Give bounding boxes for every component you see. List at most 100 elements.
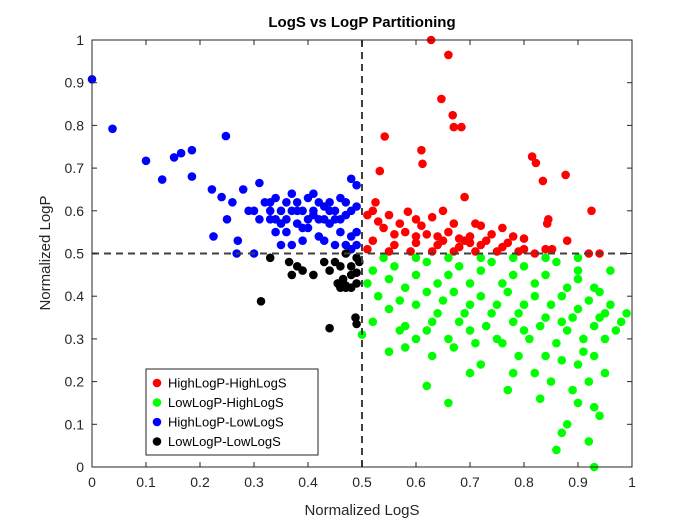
data-point [457, 122, 466, 132]
data-point [433, 279, 442, 288]
data-point [284, 257, 294, 267]
data-point [108, 124, 117, 134]
data-point [400, 321, 410, 331]
series-HighLogP-HighLogS [363, 35, 604, 258]
data-point [352, 279, 361, 288]
data-point [481, 321, 491, 331]
data-point [271, 215, 280, 224]
data-point [525, 334, 534, 344]
data-point [611, 326, 621, 335]
x-tick-label: 1 [628, 474, 636, 490]
data-point [346, 262, 356, 271]
data-point [384, 274, 394, 284]
legend-marker [152, 398, 162, 407]
data-point [265, 198, 275, 207]
data-point [562, 236, 572, 245]
data-point [411, 300, 421, 310]
data-point [589, 321, 599, 331]
data-point [363, 244, 372, 254]
data-point [589, 402, 599, 412]
data-point [368, 317, 378, 327]
data-point [352, 319, 361, 329]
data-point [228, 198, 237, 207]
y-tick-label: 0 [76, 459, 84, 475]
legend-entry: HighLogP-LowLogS [168, 415, 284, 430]
data-point [519, 300, 529, 310]
data-point [271, 227, 280, 237]
data-point [187, 172, 197, 181]
data-point [498, 338, 507, 348]
data-point [351, 313, 360, 322]
data-point [427, 212, 437, 222]
data-point [531, 158, 541, 168]
data-point [449, 287, 459, 297]
data-point [303, 223, 313, 233]
data-point [476, 221, 486, 230]
y-axis-label: Normalized LogP [37, 195, 54, 310]
data-point [417, 221, 426, 230]
data-point [498, 223, 507, 233]
data-point [454, 317, 464, 327]
data-point [444, 227, 453, 237]
data-point [514, 351, 523, 361]
data-point [465, 300, 475, 310]
data-point [341, 283, 351, 293]
data-point [487, 230, 496, 239]
data-point [476, 291, 486, 301]
data-point [487, 309, 496, 318]
data-point [562, 283, 572, 293]
data-point [546, 300, 556, 310]
data-point [584, 377, 594, 386]
data-point [325, 323, 334, 333]
data-point [557, 428, 567, 438]
data-point [380, 132, 390, 141]
data-point [411, 232, 421, 241]
x-axis-label: Normalized LogS [304, 502, 419, 519]
data-point [422, 287, 432, 297]
y-tick-label: 0.6 [65, 203, 85, 219]
data-point [444, 50, 453, 60]
data-point [400, 343, 410, 352]
data-point [444, 270, 453, 280]
legend-entry: LowLogP-HighLogS [168, 395, 284, 410]
data-point [390, 230, 399, 239]
data-point [573, 398, 583, 408]
data-point [530, 291, 540, 301]
data-point [541, 270, 550, 280]
data-point [346, 174, 356, 184]
data-point [403, 207, 413, 216]
data-point [535, 394, 545, 404]
data-point [336, 227, 345, 237]
data-point [176, 148, 186, 158]
data-point [222, 215, 232, 224]
data-point [422, 230, 432, 239]
data-point [595, 287, 604, 297]
data-point [600, 334, 610, 344]
data-point [600, 368, 610, 378]
data-point [519, 326, 529, 335]
data-point [346, 206, 356, 216]
y-tick-label: 0.4 [65, 288, 85, 304]
data-point [465, 326, 475, 335]
data-point [411, 215, 421, 224]
data-point [589, 351, 599, 361]
data-point [527, 152, 537, 161]
data-point [438, 296, 448, 305]
data-point [573, 266, 583, 275]
data-point [508, 270, 518, 280]
legend-entry: HighLogP-HighLogS [168, 376, 287, 391]
chart-title: LogS vs LogP Partitioning [268, 14, 455, 31]
data-point [375, 166, 385, 176]
data-point [384, 304, 394, 314]
data-point [476, 266, 486, 275]
data-point [417, 145, 426, 155]
data-point [221, 131, 231, 141]
data-point [255, 215, 264, 224]
data-point [418, 159, 427, 169]
data-point [562, 420, 572, 429]
data-point [449, 219, 459, 228]
data-point [508, 317, 518, 327]
data-point [503, 385, 513, 395]
data-point [557, 291, 567, 301]
